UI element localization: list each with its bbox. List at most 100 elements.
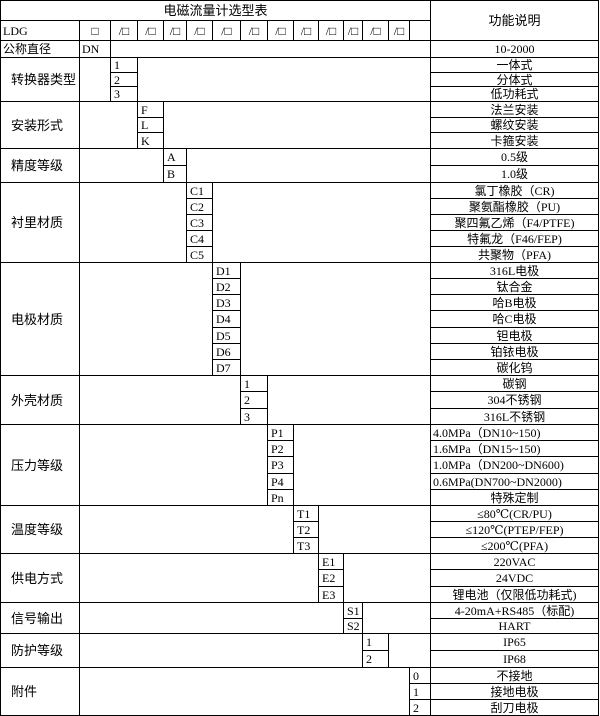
option-code: D1 bbox=[212, 262, 241, 279]
option-code: 3 bbox=[110, 86, 138, 102]
option-code-text: P3 bbox=[271, 458, 284, 472]
option-description: 1.0MPa（DN200~DN600) bbox=[430, 456, 599, 474]
model-slot-7: /□ bbox=[267, 20, 294, 41]
model-slot-7-text: /□ bbox=[275, 23, 286, 38]
group-8-label-text: 供电方式 bbox=[11, 570, 64, 586]
option-description-text: 不接地 bbox=[496, 668, 533, 683]
group-5-label: 外壳材质 bbox=[0, 375, 80, 425]
option-code-text: E3 bbox=[322, 587, 336, 602]
option-code: P1 bbox=[267, 424, 294, 441]
option-description: 4-20mA+RS485（标配) bbox=[430, 602, 599, 619]
function-header: 功能说明 bbox=[430, 0, 599, 41]
model-slot-3-text: /□ bbox=[169, 23, 181, 38]
option-description-text: 共聚物（PFA) bbox=[477, 247, 552, 262]
option-code-text: 1 bbox=[114, 58, 120, 72]
option-code: S1 bbox=[343, 602, 363, 619]
group-9-blank-left bbox=[79, 602, 344, 634]
group-11-blank-left bbox=[79, 667, 410, 716]
model-slot-2: /□ bbox=[137, 20, 164, 41]
option-code: K bbox=[137, 132, 164, 149]
nominal-diameter-description: 10-2000 bbox=[430, 40, 599, 58]
option-code: 2 bbox=[110, 72, 138, 87]
option-description: 316L电极 bbox=[430, 262, 599, 279]
option-code: 1 bbox=[409, 683, 431, 700]
option-description-text: 24VDC bbox=[495, 571, 534, 585]
option-code: D4 bbox=[212, 310, 241, 328]
option-description: 分体式 bbox=[430, 72, 599, 87]
option-description-text: 碳钢 bbox=[502, 376, 527, 391]
option-description-text: 接地电极 bbox=[490, 684, 539, 699]
model-slot-4: /□ bbox=[186, 20, 213, 41]
option-description: 卡箍安装 bbox=[430, 132, 599, 149]
option-code: P3 bbox=[267, 456, 294, 474]
option-code-text: 2 bbox=[244, 393, 250, 407]
option-code: C5 bbox=[186, 246, 213, 263]
option-code-text: E2 bbox=[322, 571, 336, 585]
option-code-text: D3 bbox=[216, 295, 231, 310]
group-2-blank-right bbox=[186, 148, 431, 183]
option-description: 4.0MPa（DN10~150) bbox=[430, 424, 599, 441]
option-code: 3 bbox=[240, 408, 268, 425]
model-slot-11-text: /□ bbox=[370, 23, 381, 38]
group-1-label-text: 安装形式 bbox=[11, 117, 64, 133]
option-code: P2 bbox=[267, 440, 294, 457]
option-description-text: 1.0级 bbox=[500, 167, 528, 181]
model-slot-10-text: /□ bbox=[347, 23, 359, 38]
group-6-blank-left bbox=[79, 424, 268, 506]
model-slot-5: /□ bbox=[212, 20, 241, 41]
option-code-text: A bbox=[167, 150, 176, 164]
option-description: 哈B电极 bbox=[430, 294, 599, 311]
group-3-blank-right bbox=[212, 182, 431, 263]
option-code-text: P2 bbox=[271, 441, 284, 456]
option-code-text: T1 bbox=[297, 506, 311, 521]
option-description: 钛合金 bbox=[430, 278, 599, 295]
model-slot-11: /□ bbox=[362, 20, 389, 41]
group-4-blank-right bbox=[240, 262, 431, 376]
option-description: IP68 bbox=[430, 650, 599, 668]
group-10-blank-left bbox=[79, 633, 363, 668]
option-code: C3 bbox=[186, 214, 213, 231]
option-description: 304不锈钢 bbox=[430, 391, 599, 409]
table-title-text: 电磁流量计选型表 bbox=[163, 3, 268, 18]
nominal-diameter-description-text: 10-2000 bbox=[494, 42, 535, 56]
option-code-text: 0 bbox=[413, 668, 419, 683]
model-slot-4-text: /□ bbox=[194, 23, 205, 38]
option-description-text: 4-20mA+RS485（标配) bbox=[454, 603, 575, 618]
option-description-text: 特殊定制 bbox=[490, 490, 539, 505]
group-9-label: 信号输出 bbox=[0, 602, 80, 634]
option-description: 铂铱电极 bbox=[430, 343, 599, 360]
option-code: D6 bbox=[212, 343, 241, 360]
group-1-label: 安装形式 bbox=[0, 101, 80, 149]
nominal-diameter-blank bbox=[110, 40, 431, 58]
model-slot-8-text: /□ bbox=[300, 23, 312, 38]
option-code-text: K bbox=[141, 133, 150, 148]
option-code-text: D4 bbox=[216, 312, 231, 326]
function-header-text: 功能说明 bbox=[488, 13, 541, 28]
option-code-text: 1 bbox=[244, 376, 250, 391]
option-code-text: S1 bbox=[347, 603, 360, 618]
model-slot-blank bbox=[409, 20, 431, 41]
option-code: L bbox=[137, 117, 164, 133]
group-7-label-text: 温度等级 bbox=[11, 522, 64, 537]
option-description-text: IP65 bbox=[503, 635, 526, 649]
group-5-blank-left bbox=[79, 375, 241, 425]
option-code: T1 bbox=[293, 505, 319, 522]
option-description-text: 螺纹安装 bbox=[490, 118, 539, 132]
option-code-text: 1 bbox=[366, 635, 372, 649]
option-code: D7 bbox=[212, 359, 241, 376]
group-10-label: 防护等级 bbox=[0, 633, 80, 668]
model-slot-9: /□ bbox=[318, 20, 344, 41]
group-0-blank-right bbox=[137, 57, 431, 102]
group-8-label: 供电方式 bbox=[0, 553, 80, 603]
option-description: ≤120℃(PTEP/FEP) bbox=[430, 521, 599, 538]
option-description: 一体式 bbox=[430, 57, 599, 73]
option-code-text: C3 bbox=[190, 215, 205, 230]
group-5-label-text: 外壳材质 bbox=[11, 392, 64, 408]
model-slot-1: /□ bbox=[110, 20, 138, 41]
option-code: S2 bbox=[343, 618, 363, 634]
group-7-blank-right bbox=[318, 505, 431, 554]
option-description-text: 锂电池（仅限低功耗式) bbox=[452, 587, 577, 602]
option-description: 螺纹安装 bbox=[430, 117, 599, 133]
option-description: 不接地 bbox=[430, 667, 599, 684]
